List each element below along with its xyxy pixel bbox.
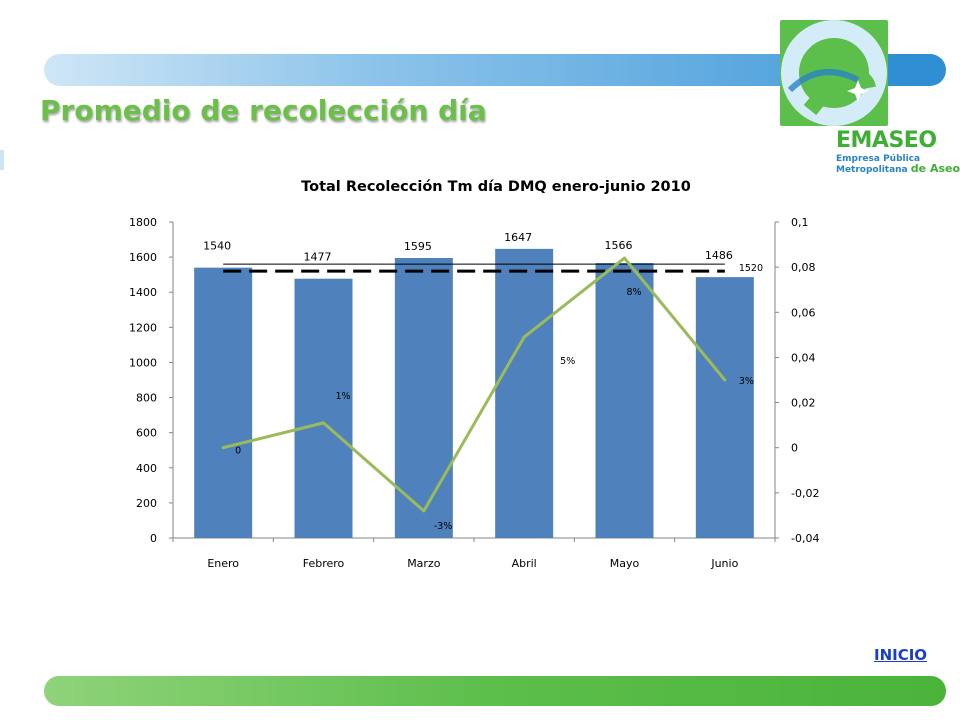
- y-left-tick-label: 1000: [129, 356, 157, 369]
- y-right-tick-label: 0,1: [791, 216, 809, 229]
- category-label: Abril: [512, 557, 537, 570]
- y-right-tick-label: 0,02: [791, 397, 816, 410]
- growth-point: [723, 378, 727, 382]
- growth-point: [322, 421, 325, 425]
- bar-mayo: [595, 263, 654, 538]
- left-edge-mark: [0, 150, 4, 170]
- y-right-tick-label: -0,02: [791, 487, 819, 500]
- growth-point: [522, 335, 526, 339]
- bar-enero: [194, 267, 253, 538]
- category-label: Junio: [710, 557, 738, 570]
- growth-label: -3%: [434, 521, 453, 532]
- y-left-tick-label: 1600: [129, 251, 157, 264]
- y-left-tick-label: 1400: [129, 286, 157, 299]
- growth-point: [422, 509, 426, 513]
- logo-subtitle-line2-wrap: Metropolitana de Aseo: [836, 162, 960, 175]
- y-left-tick-label: 800: [136, 392, 157, 405]
- category-label: Febrero: [303, 557, 345, 570]
- bar-abril: [495, 248, 554, 539]
- logo-subtitle-line3: de Aseo: [910, 162, 960, 175]
- y-right-tick-label: 0: [791, 442, 798, 455]
- bar-value-label: 1540: [203, 240, 231, 253]
- y-right-tick-label: -0,04: [791, 532, 819, 545]
- logo-subtitle-line1: Empresa Pública: [836, 154, 921, 164]
- growth-label: 3%: [739, 376, 754, 387]
- inicio-link[interactable]: INICIO: [874, 646, 928, 664]
- bar-value-label: 1486: [705, 249, 733, 262]
- growth-line: [222, 256, 726, 513]
- bar-febrero: [294, 278, 353, 538]
- bar-value-label: 1595: [404, 240, 432, 253]
- y-left-tick-label: 0: [150, 532, 157, 545]
- average-label: 1520: [739, 263, 763, 274]
- y-left-tick-label: 1200: [129, 321, 157, 334]
- growth-point: [221, 446, 225, 450]
- bar-junio: [695, 277, 754, 538]
- page-title: Promedio de recolección día: [40, 94, 487, 127]
- y-right-tick-label: 0,08: [791, 261, 816, 274]
- growth-label: 5%: [560, 356, 575, 367]
- y-left-tick-label: 600: [136, 427, 157, 440]
- growth-label: 8%: [627, 287, 642, 298]
- category-label: Marzo: [407, 557, 441, 570]
- emaseo-logo: EMASEO Empresa Pública Metropolitana de …: [780, 20, 960, 175]
- y-left-tick-label: 200: [136, 497, 157, 510]
- bar-value-label: 1477: [304, 251, 332, 264]
- bar-value-label: 1566: [605, 239, 633, 252]
- bar-marzo: [394, 257, 453, 538]
- footer-band: [44, 676, 946, 706]
- header-band: [44, 54, 874, 86]
- logo-subtitle: Empresa Pública Metropolitana de Aseo: [836, 154, 960, 175]
- category-label: Mayo: [610, 557, 640, 570]
- y-right-tick-label: 0,04: [791, 351, 816, 364]
- y-left-tick-label: 1800: [129, 216, 157, 229]
- growth-label: 1%: [336, 391, 351, 402]
- y-left-tick-label: 400: [136, 462, 157, 475]
- logo-name: EMASEO: [836, 128, 937, 153]
- growth-label: 0: [235, 446, 241, 457]
- bar-value-label: 1647: [504, 231, 532, 244]
- category-label: Enero: [207, 557, 239, 570]
- average-label-bg: [736, 261, 763, 274]
- logo-ring-icon: [781, 20, 887, 126]
- y-right-tick-label: 0,06: [791, 306, 816, 319]
- logo-subtitle-line2: Metropolitana: [836, 165, 908, 175]
- logo-emblem: [780, 20, 888, 126]
- growth-point: [623, 256, 626, 260]
- chart-title: Total Recolección Tm día DMQ enero-junio…: [301, 179, 691, 195]
